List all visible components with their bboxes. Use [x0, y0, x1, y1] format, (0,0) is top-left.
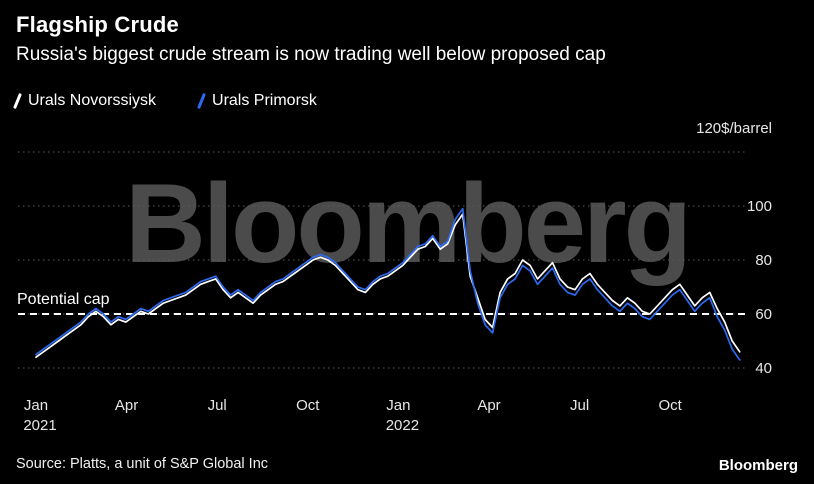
page-title: Flagship Crude [16, 12, 179, 37]
y-tick-label-40: 40 [755, 360, 772, 377]
series-line-urals-novorssiysk [35, 213, 741, 359]
x-tick-label-Apr: Apr [115, 397, 138, 414]
x-tick-label-Oct: Oct [296, 397, 320, 414]
series-line-urals-primorsk [35, 207, 741, 361]
y-axis-unit-label: 120$/barrel [696, 120, 772, 137]
legend-label: Urals Novorssiysk [28, 92, 157, 109]
x-tick-label-Oct: Oct [659, 397, 683, 414]
chart-subtitle: Russia's biggest crude stream is now tra… [16, 44, 606, 65]
bloomberg-watermark: Bloomberg [124, 161, 692, 286]
y-tick-label-100: 100 [747, 198, 772, 215]
bloomberg-logo: Bloomberg [718, 457, 798, 474]
y-tick-label-80: 80 [755, 252, 772, 269]
x-tick-year-2022: 2022 [386, 417, 419, 434]
x-tick-label-Jan: Jan [386, 397, 410, 414]
y-tick-label-60: 60 [755, 306, 772, 323]
legend-label: Urals Primorsk [212, 92, 317, 109]
legend: Urals Novorssiysk Urals Primorsk [13, 92, 317, 110]
x-tick-label-Jul: Jul [208, 397, 227, 414]
x-tick-year-2021: 2021 [23, 417, 56, 434]
x-tick-label-Jul: Jul [570, 397, 589, 414]
legend-item-urals-primorsk: Urals Primorsk [197, 92, 317, 110]
x-tick-label-Jan: Jan [24, 397, 48, 414]
legend-item-urals-novorssiysk: Urals Novorssiysk [13, 92, 157, 110]
x-tick-label-Apr: Apr [477, 397, 500, 414]
potential-cap-label: Potential cap [17, 291, 110, 308]
source-attribution: Source: Platts, a unit of S&P Global Inc [16, 456, 269, 472]
